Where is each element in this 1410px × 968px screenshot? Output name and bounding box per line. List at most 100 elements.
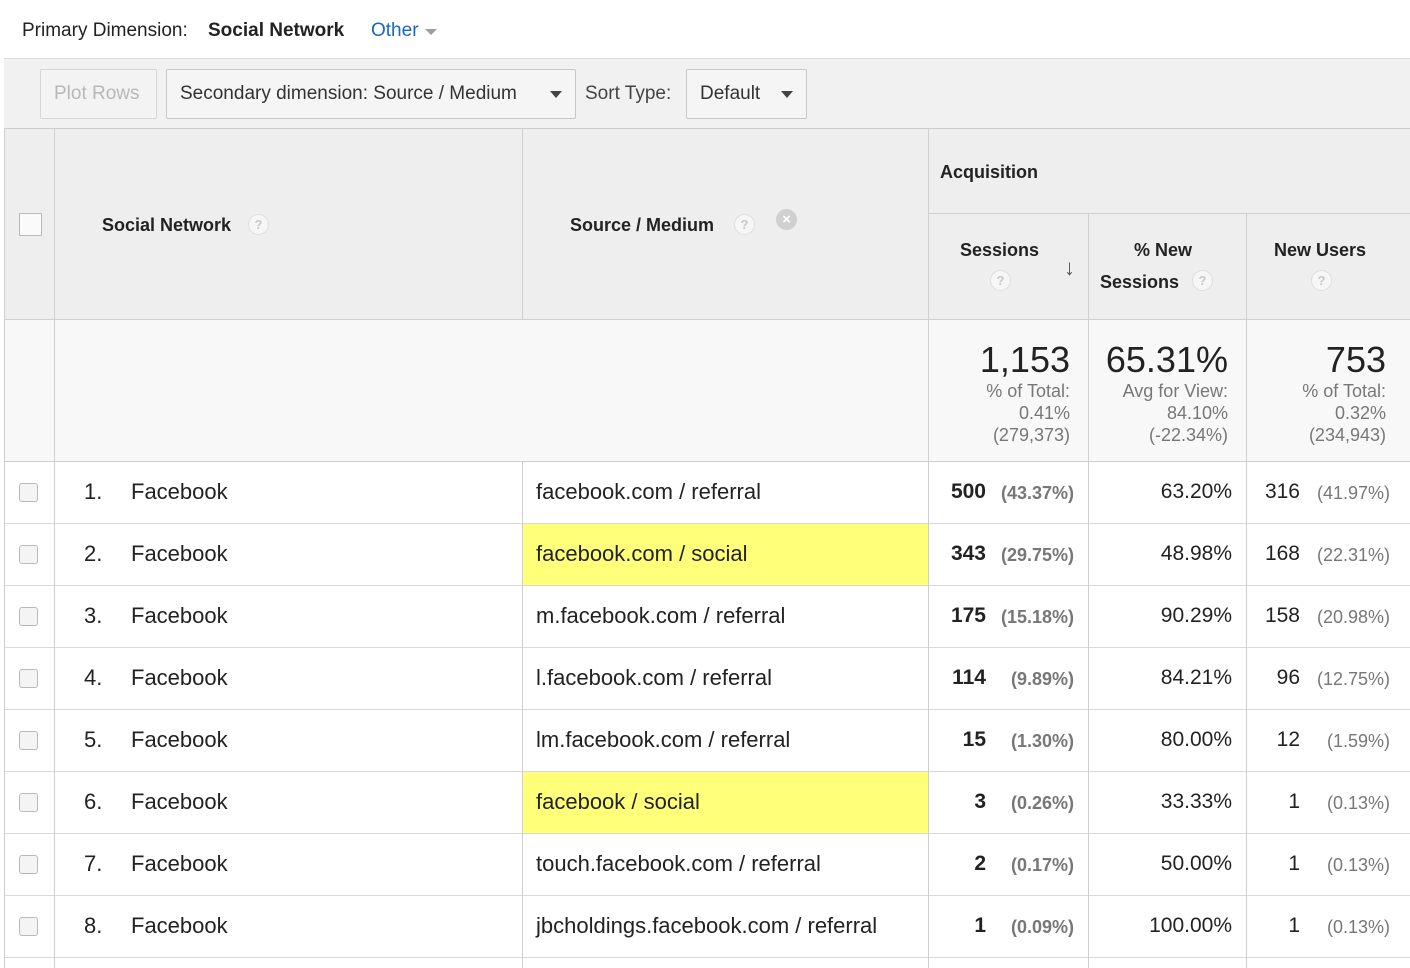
new-users-value: 1 xyxy=(1288,852,1300,875)
table-row[interactable]: 7. Facebook touch.facebook.com / referral 2… xyxy=(4,834,1410,896)
sessions-value: 1 xyxy=(974,914,986,937)
primary-dimension-current[interactable]: Social Network xyxy=(208,20,345,41)
new-users-pct: (22.31%) xyxy=(1316,545,1390,565)
divider xyxy=(4,461,1410,462)
header-pct-new-sessions-line1[interactable]: % New xyxy=(1134,240,1193,260)
source-medium-cell[interactable]: facebook / social xyxy=(536,789,700,814)
row-checkbox[interactable] xyxy=(19,855,38,874)
table-row[interactable]: 5. Facebook lm.facebook.com / referral 15 (1… xyxy=(4,710,1410,772)
total-new-users-pct: 0.32% xyxy=(1334,403,1386,423)
total-sessions-overall: (279,373) xyxy=(992,425,1070,445)
social-network-cell[interactable]: Facebook xyxy=(131,603,228,628)
row-checkbox[interactable] xyxy=(19,607,38,626)
help-icon[interactable]: ? xyxy=(990,270,1011,291)
sessions-pct: (29.75%) xyxy=(1000,545,1074,565)
plot-rows-button[interactable]: Plot Rows xyxy=(40,69,157,119)
divider xyxy=(4,585,1410,586)
header-sessions[interactable]: Sessions xyxy=(960,240,1040,260)
sort-type-dropdown[interactable]: Default xyxy=(686,69,807,119)
social-network-cell[interactable]: Facebook xyxy=(131,665,228,690)
row-checkbox[interactable] xyxy=(19,483,38,502)
secondary-dimension-label: Secondary dimension: Source / Medium xyxy=(180,83,517,104)
row-checkbox[interactable] xyxy=(19,793,38,812)
total-sessions-label: % of Total: xyxy=(986,381,1070,401)
sessions-pct: (43.37%) xyxy=(1000,483,1074,503)
sessions-value: 500 xyxy=(950,480,986,503)
social-network-cell[interactable]: Facebook xyxy=(131,851,228,876)
total-pct-new-value: 65.31% xyxy=(1105,339,1228,380)
total-pct-new-diff: (-22.34%) xyxy=(1148,425,1228,445)
table-row[interactable]: 8. Facebook jbcholdings.facebook.com / ref… xyxy=(4,896,1410,958)
total-sessions-pct: 0.41% xyxy=(1018,403,1070,423)
total-new-users: 753 % of Total: 0.32% (234,943) xyxy=(1248,340,1386,446)
table-row[interactable]: 6. Facebook facebook / social 3 (0.26%) 33.33… xyxy=(4,772,1410,834)
header-social-network[interactable]: Social Network xyxy=(102,215,232,235)
help-icon[interactable]: ? xyxy=(248,214,269,235)
divider xyxy=(4,523,1410,524)
table-toolbar: Plot Rows Secondary dimension: Source / … xyxy=(4,58,1410,129)
header-source-medium[interactable]: Source / Medium xyxy=(570,215,715,235)
help-icon[interactable]: ? xyxy=(1192,270,1213,291)
new-users-pct: (41.97%) xyxy=(1316,483,1390,503)
help-icon[interactable]: ? xyxy=(734,214,755,235)
social-network-cell[interactable]: Facebook xyxy=(131,479,228,504)
divider xyxy=(4,709,1410,710)
help-icon[interactable]: ? xyxy=(1311,270,1332,291)
row-checkbox[interactable] xyxy=(19,545,38,564)
new-users-value: 158 xyxy=(1264,604,1300,627)
source-medium-cell[interactable]: m.facebook.com / referral xyxy=(536,603,786,628)
total-pct-new-avg: 84.10% xyxy=(1166,403,1228,423)
new-users-pct: (1.59%) xyxy=(1326,731,1390,751)
remove-dimension-icon[interactable]: × xyxy=(776,209,797,230)
row-checkbox[interactable] xyxy=(19,917,38,936)
divider xyxy=(522,129,523,320)
sessions-pct: (0.26%) xyxy=(1010,793,1074,813)
row-checkbox[interactable] xyxy=(19,669,38,688)
row-checkbox[interactable] xyxy=(19,731,38,750)
table-row[interactable]: 1. Facebook facebook.com / referral 500 (43.… xyxy=(4,462,1410,524)
divider xyxy=(4,647,1410,648)
new-users-value: 1 xyxy=(1288,790,1300,813)
pct-new-sessions-value: 84.21% xyxy=(1160,666,1232,689)
pct-new-sessions-value: 90.29% xyxy=(1160,604,1232,627)
social-network-cell[interactable]: Facebook xyxy=(131,541,228,566)
source-medium-cell[interactable]: l.facebook.com / referral xyxy=(536,665,772,690)
new-users-value: 1 xyxy=(1288,914,1300,937)
secondary-dimension-dropdown[interactable]: Secondary dimension: Source / Medium xyxy=(166,69,576,119)
table-row[interactable]: 4. Facebook l.facebook.com / referral 114 (9… xyxy=(4,648,1410,710)
table-row[interactable]: 3. Facebook m.facebook.com / referral 175 (1… xyxy=(4,586,1410,648)
sessions-value: 2 xyxy=(974,852,986,875)
total-sessions-value: 1,153 xyxy=(979,339,1070,380)
sessions-value: 114 xyxy=(952,666,986,689)
table-header xyxy=(4,129,1410,319)
pct-new-sessions-value: 33.33% xyxy=(1160,790,1232,813)
total-sessions: 1,153 % of Total: 0.41% (279,373) xyxy=(930,340,1070,446)
social-network-cell[interactable]: Facebook xyxy=(131,727,228,752)
sessions-value: 175 xyxy=(950,604,986,627)
new-users-pct: (12.75%) xyxy=(1316,669,1390,689)
pct-new-sessions-value: 80.00% xyxy=(1160,728,1232,751)
highlight-marker xyxy=(523,524,928,586)
header-pct-new-sessions-line2[interactable]: Sessions xyxy=(1100,272,1180,292)
sort-type-value: Default xyxy=(700,83,761,104)
source-medium-cell[interactable]: lm.facebook.com / referral xyxy=(536,727,791,752)
header-new-users[interactable]: New Users xyxy=(1274,240,1367,260)
data-table: Social Network ? Source / Medium ? × Acq… xyxy=(4,128,1410,968)
source-medium-cell[interactable]: touch.facebook.com / referral xyxy=(536,851,821,876)
total-pct-new-label: Avg for View: xyxy=(1122,381,1228,401)
sort-type-label: Sort Type: xyxy=(585,83,672,104)
dropdown-arrow-icon xyxy=(550,91,562,98)
table-row[interactable]: 2. Facebook facebook.com / social 343 (29.75… xyxy=(4,524,1410,586)
source-medium-cell[interactable]: facebook.com / referral xyxy=(536,479,761,504)
social-network-cell[interactable]: Facebook xyxy=(131,789,228,814)
source-medium-cell[interactable]: facebook.com / social xyxy=(536,541,748,566)
primary-dimension-other-link[interactable]: Other xyxy=(371,20,419,41)
pct-new-sessions-value: 100.00% xyxy=(1149,914,1232,937)
select-all-checkbox[interactable] xyxy=(19,213,42,236)
chevron-down-icon[interactable] xyxy=(425,29,437,35)
sessions-value: 3 xyxy=(974,790,986,813)
source-medium-cell[interactable]: jbcholdings.facebook.com / referral xyxy=(536,913,878,938)
sort-arrow-down-icon[interactable]: ↓ xyxy=(1064,255,1075,280)
row-index: 2. xyxy=(84,541,103,566)
social-network-cell[interactable]: Facebook xyxy=(131,913,228,938)
